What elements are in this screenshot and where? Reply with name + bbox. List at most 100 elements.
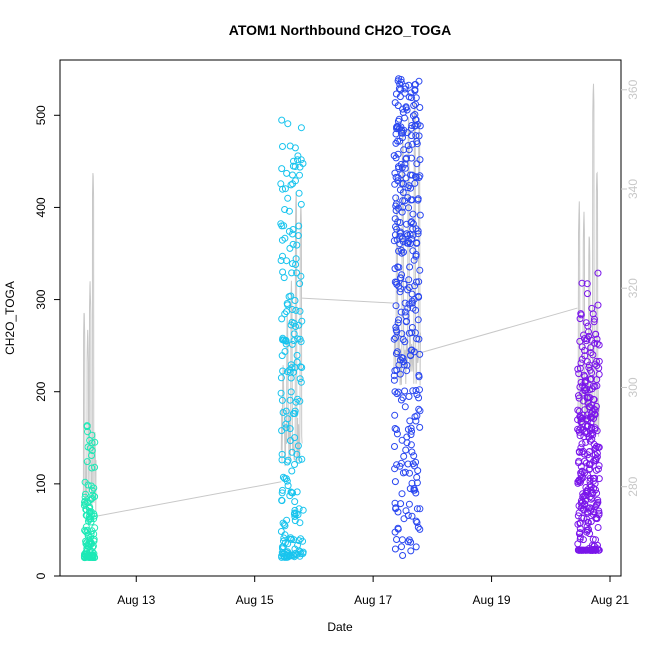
point-series-2-59 <box>399 105 407 113</box>
point-series-1-137 <box>282 337 290 345</box>
point-series-2-291 <box>415 394 423 402</box>
point-series-2-176 <box>413 391 421 399</box>
point-series-3-308 <box>592 330 599 338</box>
point-series-2-196 <box>408 299 416 307</box>
point-series-1-180 <box>290 368 298 376</box>
point-series-1-97 <box>283 300 291 307</box>
point-series-1-152 <box>291 517 299 525</box>
point-series-3-279 <box>585 433 593 441</box>
point-series-3-176 <box>577 499 585 507</box>
x-tick-label-4: Aug 21 <box>591 593 629 607</box>
point-series-3-139 <box>574 479 582 487</box>
point-series-1-60 <box>286 437 294 445</box>
y2-tick-label-1: 300 <box>626 377 640 397</box>
point-series-2-127 <box>405 536 413 544</box>
point-series-2-267 <box>396 288 404 296</box>
point-series-0-102 <box>89 551 97 559</box>
point-series-2-168 <box>408 324 416 331</box>
point-series-2-98 <box>409 210 417 218</box>
point-series-2-319 <box>394 525 402 533</box>
point-series-2-177 <box>395 361 403 369</box>
point-series-1-160 <box>283 169 291 177</box>
point-series-2-55 <box>415 132 423 140</box>
point-series-1-142 <box>277 257 285 264</box>
point-series-1-193 <box>292 510 300 518</box>
point-series-2-105 <box>416 104 424 111</box>
point-series-2-287 <box>409 387 417 395</box>
point-series-3-196 <box>576 315 584 323</box>
point-series-3-313 <box>591 480 599 488</box>
point-series-0-117 <box>83 545 91 553</box>
point-series-3-51 <box>593 340 601 348</box>
point-series-2-147 <box>413 519 421 526</box>
point-series-1-69 <box>297 272 305 280</box>
point-series-2-310 <box>411 111 419 118</box>
point-series-1-172 <box>291 506 299 514</box>
point-series-3-105 <box>589 351 597 359</box>
point-series-2-286 <box>400 515 408 523</box>
point-series-2-265 <box>404 232 412 239</box>
x-tick-label-2: Aug 17 <box>354 593 392 607</box>
point-series-2-324 <box>407 171 414 179</box>
point-series-2-183 <box>405 393 413 400</box>
point-series-3-322 <box>574 512 582 520</box>
point-series-1-15 <box>296 375 304 383</box>
point-series-3-204 <box>581 352 589 360</box>
point-series-1-200 <box>293 488 301 496</box>
point-series-2-296 <box>392 90 400 98</box>
x-axis-label: Date <box>327 620 353 634</box>
point-series-2-215 <box>407 547 415 555</box>
point-series-2-285 <box>394 204 402 212</box>
point-series-1-176 <box>281 234 289 242</box>
point-series-2-232 <box>391 180 399 188</box>
point-series-2-225 <box>412 278 420 286</box>
point-series-3-296 <box>594 541 601 549</box>
chart-title: ATOM1 Northbound CH2O_TOGA <box>229 22 451 38</box>
y-tick-label-0: 0 <box>34 572 48 579</box>
point-series-2-249 <box>406 417 414 425</box>
point-series-0-83 <box>91 463 99 471</box>
point-series-3-317 <box>595 462 603 470</box>
point-series-3-320 <box>586 448 594 455</box>
point-series-3-258 <box>581 406 589 414</box>
y-axis-label: CH2O_TOGA <box>3 281 17 355</box>
point-series-0-77 <box>88 511 96 519</box>
point-series-2-201 <box>399 336 407 343</box>
point-series-2-5 <box>405 500 413 508</box>
point-series-3-231 <box>593 382 601 390</box>
point-series-2-278 <box>391 478 399 486</box>
point-series-2-211 <box>409 460 417 468</box>
point-series-3-101 <box>589 382 597 390</box>
point-series-1-189 <box>282 340 290 348</box>
point-series-1-37 <box>290 157 297 165</box>
point-series-1-88 <box>293 269 301 277</box>
point-series-1-100 <box>285 227 293 235</box>
point-series-2-171 <box>392 194 400 202</box>
point-series-1-177 <box>291 461 298 468</box>
point-series-1-188 <box>294 442 302 450</box>
point-series-3-47 <box>580 331 588 339</box>
point-series-1-51 <box>278 427 286 435</box>
point-series-1-6 <box>279 268 287 276</box>
point-series-3-326 <box>594 443 602 451</box>
y-tick-label-3: 300 <box>34 289 48 309</box>
point-series-2-175 <box>412 543 420 551</box>
point-series-3-295 <box>591 339 599 347</box>
point-series-2-233 <box>401 160 409 168</box>
point-series-2-323 <box>412 132 420 140</box>
point-series-1-149 <box>295 321 303 329</box>
point-series-0-89 <box>81 478 89 486</box>
point-series-2-320 <box>416 211 424 219</box>
point-series-3-314 <box>583 280 591 288</box>
point-series-1-146 <box>278 116 286 124</box>
point-series-0-2 <box>88 464 96 472</box>
point-series-2-16 <box>390 152 398 160</box>
point-series-1-166 <box>281 531 289 539</box>
point-series-2-188 <box>416 172 424 180</box>
secondary-line-connector-1 <box>302 297 394 304</box>
point-series-1-168 <box>287 388 295 396</box>
point-series-2-325 <box>412 122 420 130</box>
point-series-0-109 <box>88 553 96 561</box>
point-series-2-315 <box>399 189 407 196</box>
point-series-3-329 <box>589 546 597 554</box>
